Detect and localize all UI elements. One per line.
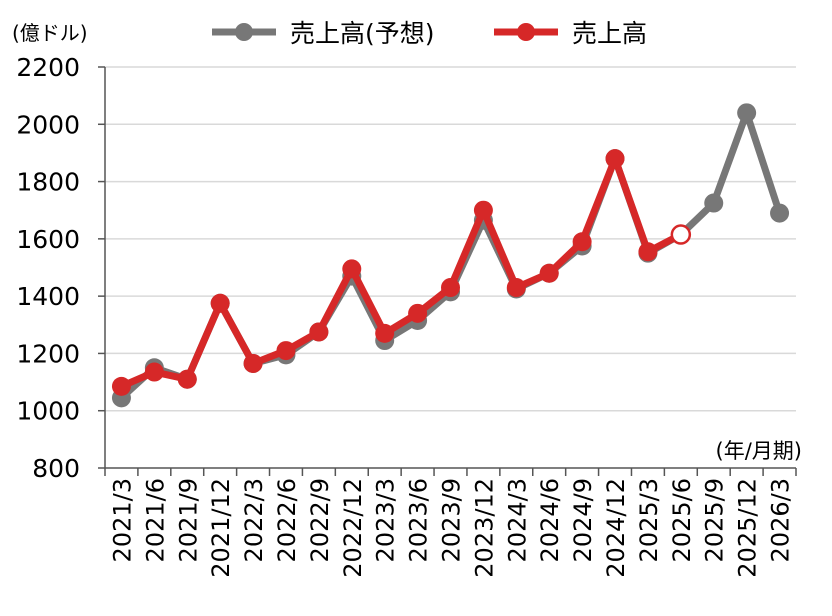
data-point — [572, 232, 592, 252]
x-tick-label: 2022/6 — [273, 478, 301, 562]
y-tick-label: 1200 — [16, 339, 80, 368]
x-tick-label: 2024/9 — [569, 478, 597, 562]
series — [111, 103, 790, 408]
data-point — [770, 203, 790, 223]
data-point — [638, 242, 658, 262]
data-point — [441, 278, 460, 298]
data-point — [342, 259, 362, 279]
data-point — [375, 323, 395, 343]
x-tick-label: 2025/6 — [668, 478, 696, 562]
x-tick-label: 2021/3 — [108, 478, 136, 562]
x-tick-label: 2021/12 — [207, 478, 235, 578]
data-point — [737, 103, 757, 123]
x-axis-period-label: (年/月期) — [716, 439, 802, 463]
legend-item-actual: 売上高 — [494, 19, 647, 48]
x-tick-label: 2025/9 — [701, 478, 729, 562]
x-tick-label: 2022/9 — [306, 478, 334, 562]
x-tick-label: 2021/6 — [141, 478, 169, 562]
x-tick-label: 2024/3 — [503, 478, 531, 562]
y-tick-labels: 800 1000 1200 1400 1600 1800 2000 2200 — [16, 53, 80, 483]
data-point — [605, 149, 625, 169]
series-actual — [111, 149, 692, 396]
y-tick-label: 1000 — [16, 397, 80, 426]
x-tick-label: 2023/3 — [372, 478, 400, 562]
legend-label-forecast: 売上高(予想) — [290, 19, 435, 48]
data-point — [111, 376, 131, 396]
legend-marker-forecast — [235, 23, 253, 41]
x-tick-label: 2023/12 — [470, 478, 498, 578]
series-line — [117, 155, 685, 390]
y-tick-label: 1400 — [16, 282, 80, 311]
data-point — [144, 362, 164, 382]
x-tick-label: 2025/3 — [635, 478, 663, 562]
legend-item-forecast: 売上高(予想) — [212, 19, 435, 48]
data-point — [210, 293, 230, 313]
y-tick-label: 2000 — [16, 110, 80, 139]
legend-marker-actual — [517, 23, 535, 41]
y-tick-label: 2200 — [16, 53, 80, 82]
axes — [98, 66, 797, 476]
legend-label-actual: 売上高 — [572, 19, 647, 48]
data-point — [177, 369, 197, 389]
data-point — [276, 341, 296, 361]
x-tick-label: 2025/12 — [734, 478, 762, 578]
x-tick-label: 2022/12 — [339, 478, 367, 578]
x-tick-label: 2021/9 — [174, 478, 202, 562]
x-tick-labels: 2021/3 2021/6 2021/9 2021/12 2022/3 2022/6 202… — [108, 478, 794, 578]
data-point — [506, 278, 526, 298]
data-point — [704, 193, 724, 213]
x-tick-label: 2022/3 — [240, 478, 268, 562]
series-forecast — [111, 103, 790, 408]
y-axis-unit-label: (億ドル) — [12, 21, 88, 45]
y-tick-label: 800 — [32, 454, 80, 483]
data-point — [473, 200, 493, 220]
x-tick-label: 2024/6 — [536, 478, 564, 562]
series-line — [117, 109, 784, 402]
x-tick-label: 2023/6 — [405, 478, 433, 562]
gridlines — [105, 66, 796, 412]
x-tick-label: 2026/3 — [767, 478, 795, 562]
x-tick-label: 2024/12 — [602, 478, 630, 578]
data-point-hollow — [670, 224, 692, 245]
data-point — [408, 303, 428, 323]
data-point — [309, 322, 329, 342]
legend: 売上高(予想) 売上高 — [212, 19, 647, 48]
data-point — [539, 263, 559, 283]
y-tick-label: 1800 — [16, 168, 80, 197]
data-point — [243, 353, 263, 373]
x-tick-label: 2023/9 — [438, 478, 466, 562]
y-tick-label: 1600 — [16, 225, 80, 254]
